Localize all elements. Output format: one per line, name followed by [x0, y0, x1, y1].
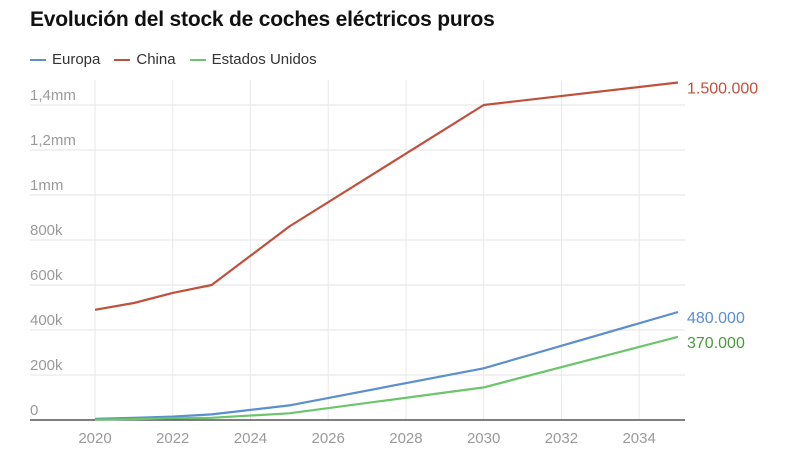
y-tick-label: 1mm: [30, 177, 63, 194]
end-value-label: 480.000: [687, 310, 745, 327]
legend-swatch-europa: [30, 58, 46, 61]
legend-swatch-estados-unidos: [189, 58, 206, 61]
chart-legend: Europa China Estados Unidos: [30, 51, 331, 68]
x-tick-label: 2020: [78, 430, 111, 447]
y-tick-label: 600k: [30, 267, 63, 284]
x-tick-label: 2028: [389, 430, 422, 447]
legend-item-estados-unidos: Estados Unidos: [189, 51, 317, 68]
x-tick-label: 2022: [156, 430, 189, 447]
legend-item-china: China: [114, 51, 176, 68]
legend-swatch-china: [114, 58, 131, 61]
y-tick-label: 1,4mm: [30, 87, 76, 104]
y-tick-label: 1,2mm: [30, 132, 76, 149]
legend-label-europa: Europa: [52, 51, 101, 68]
legend-label-estados-unidos: Estados Unidos: [211, 51, 317, 68]
x-tick-label: 2024: [234, 430, 267, 447]
end-value-label: 1.500.000: [687, 81, 758, 98]
chart-title: Evolución del stock de coches eléctricos…: [30, 8, 495, 31]
end-value-label: 370.000: [687, 335, 745, 352]
legend-item-europa: Europa: [30, 51, 100, 68]
x-tick-label: 2032: [545, 430, 578, 447]
y-tick-label: 200k: [30, 357, 63, 374]
x-tick-label: 2026: [312, 430, 345, 447]
x-tick-label: 2034: [622, 430, 655, 447]
x-tick-label: 2030: [467, 430, 500, 447]
y-tick-label: 400k: [30, 312, 63, 329]
y-tick-label: 800k: [30, 222, 63, 239]
series-line-europa: [94, 310, 679, 420]
series-line-estados-unidos: [94, 335, 679, 421]
legend-label-china: China: [136, 51, 176, 68]
y-tick-label: 0: [30, 402, 38, 419]
series-line-china: [94, 81, 679, 311]
